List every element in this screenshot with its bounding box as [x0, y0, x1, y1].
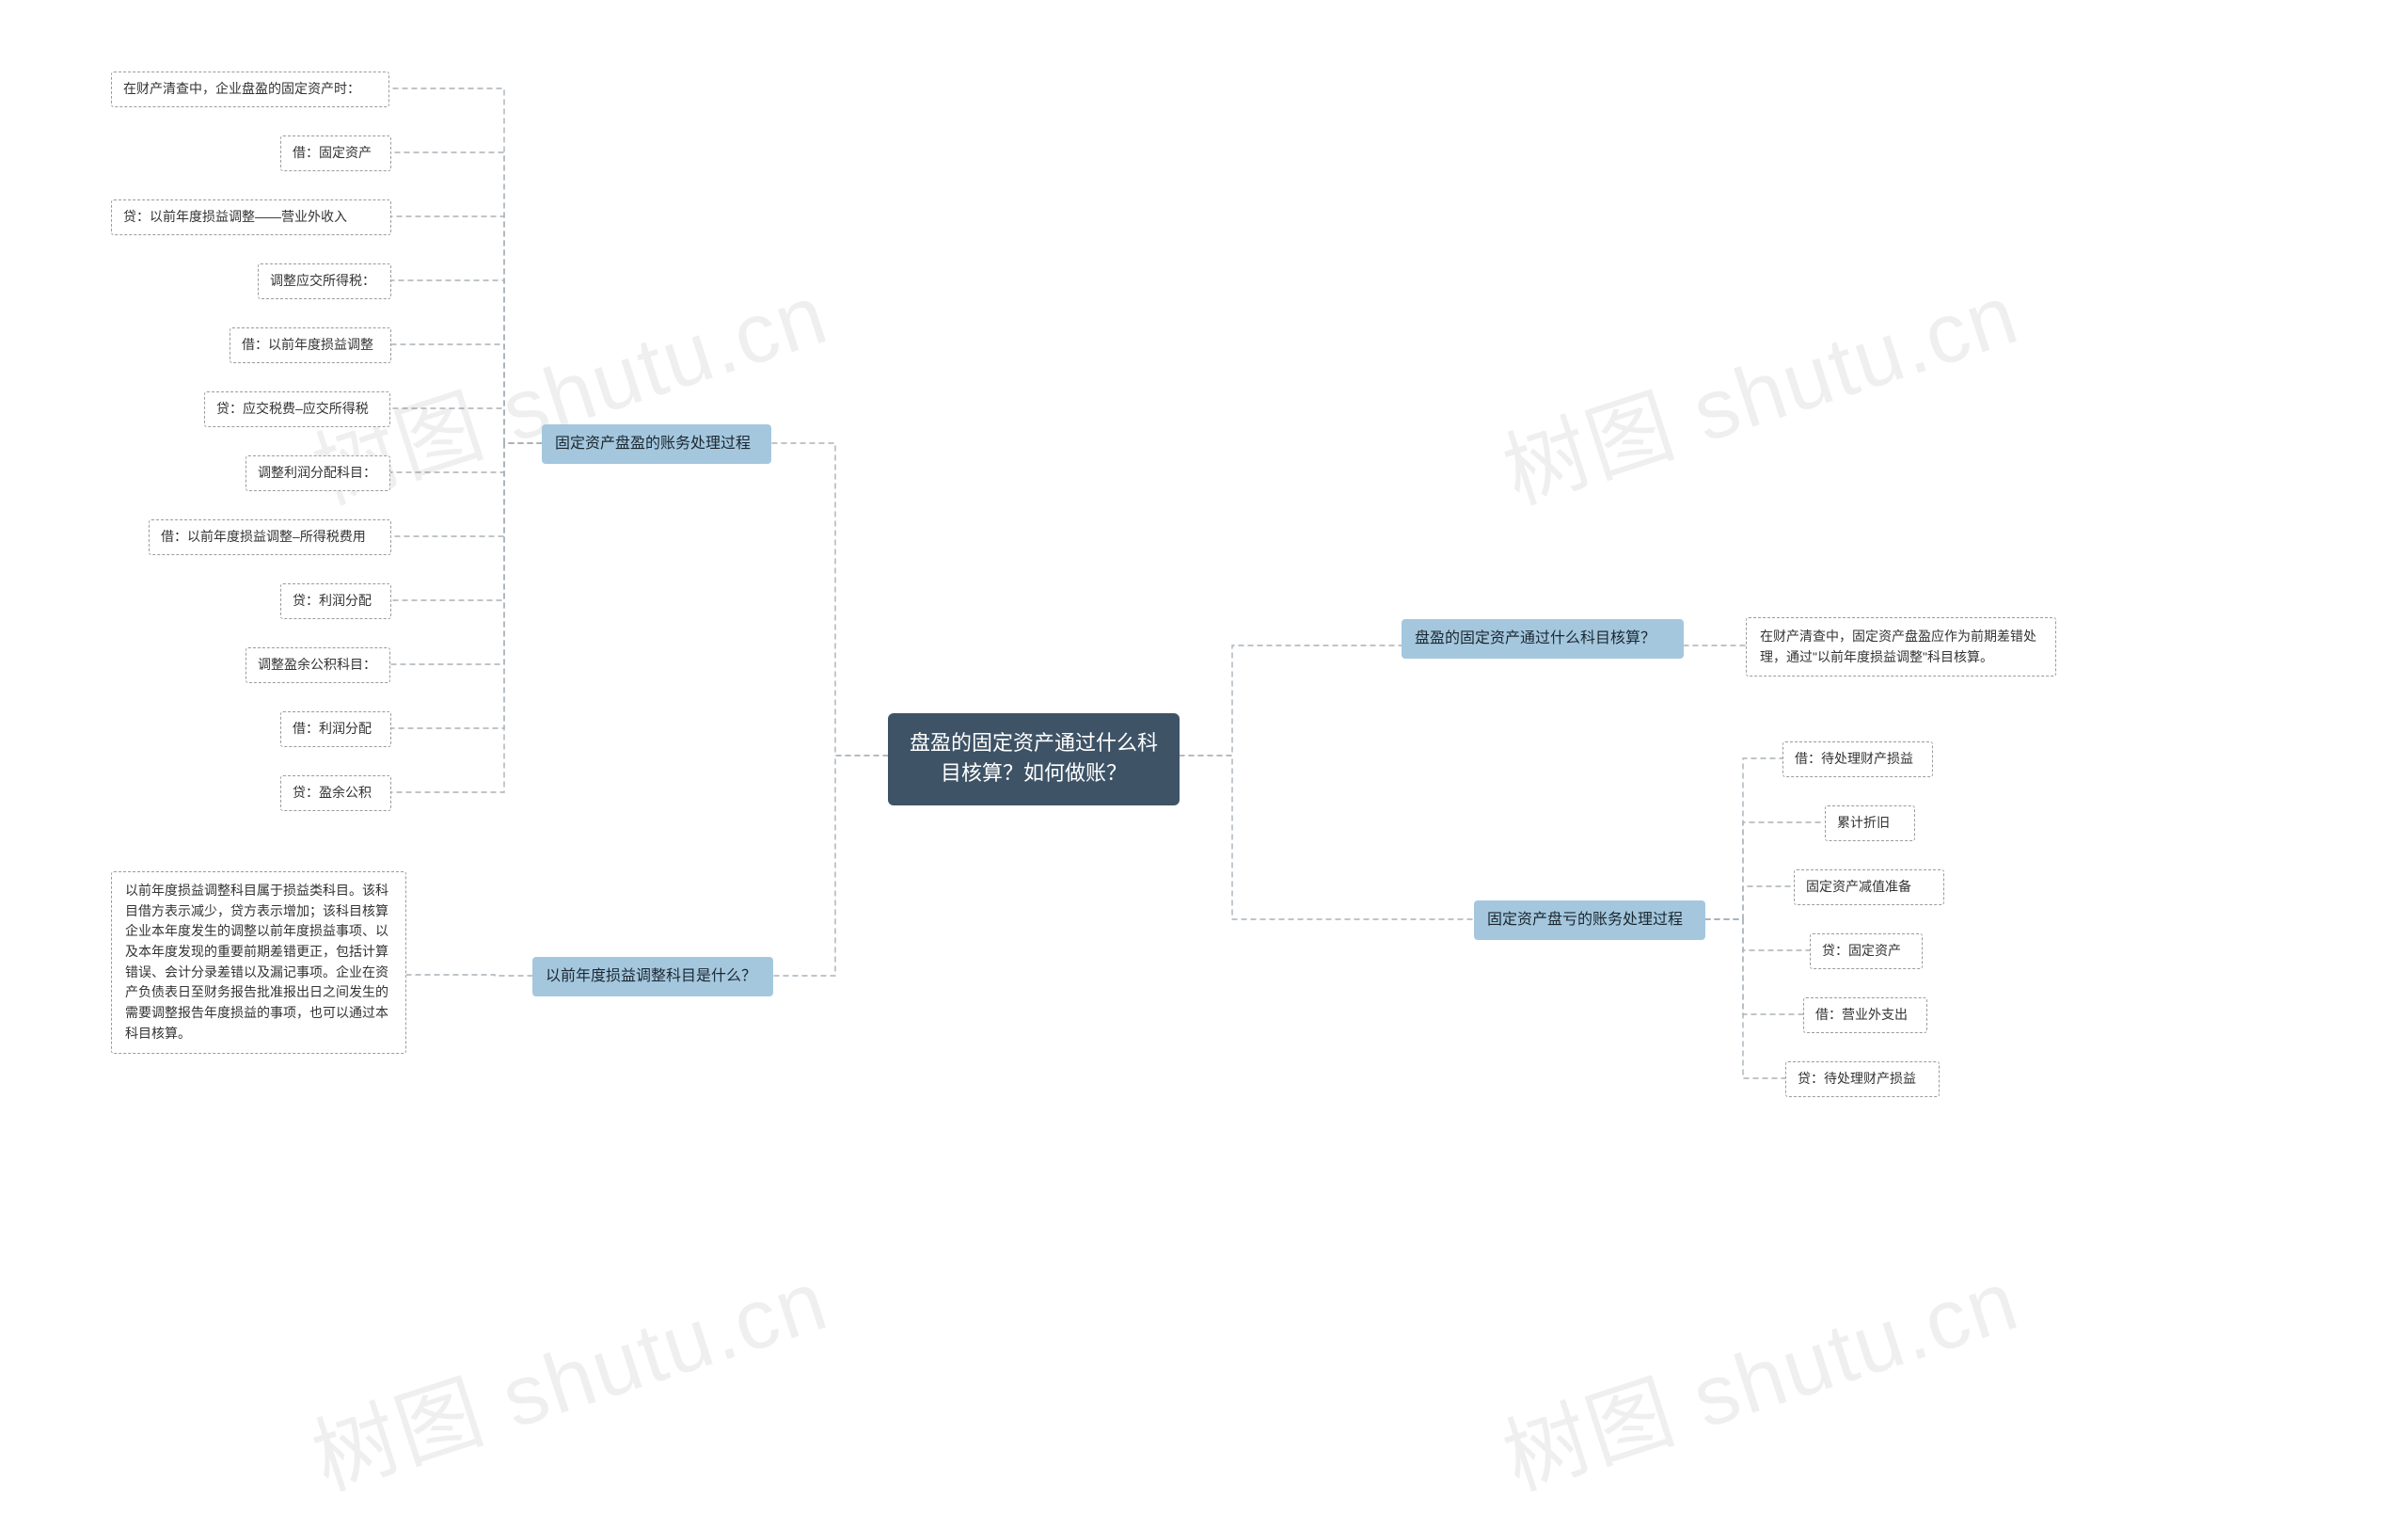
leaf-l1l6: 贷：应交税费–应交所得税 — [204, 391, 390, 427]
leaf-l2l1-text: 以前年度损益调整科目属于损益类科目。该科目借方表示减少，贷方表示增加；该科目核算… — [125, 883, 388, 1041]
leaf-l1l12-text: 贷：盈余公积 — [293, 785, 372, 800]
branch-r2: 固定资产盘亏的账务处理过程 — [1474, 900, 1705, 940]
leaf-l1l9: 贷：利润分配 — [280, 583, 391, 619]
branch-r2-text: 固定资产盘亏的账务处理过程 — [1487, 912, 1683, 928]
leaf-l1l7: 调整利润分配科目： — [246, 455, 390, 491]
watermark: 树图 shutu.cn — [1486, 1232, 2032, 1513]
leaf-r2l6-text: 贷：待处理财产损益 — [1798, 1071, 1916, 1086]
leaf-l1l4: 调整应交所得税： — [258, 263, 391, 299]
leaf-l1l11-text: 借：利润分配 — [293, 721, 372, 736]
leaf-r1l1: 在财产清查中，固定资产盘盈应作为前期差错处理，通过"以前年度损益调整"科目核算。 — [1746, 617, 2056, 677]
leaf-r2l2-text: 累计折旧 — [1837, 815, 1890, 830]
leaf-l1l10: 调整盈余公积科目： — [246, 647, 390, 683]
branch-l2-text: 以前年度损益调整科目是什么？ — [546, 968, 756, 984]
leaf-r2l6: 贷：待处理财产损益 — [1785, 1061, 1940, 1097]
leaf-l1l12: 贷：盈余公积 — [280, 775, 391, 811]
watermark: 树图 shutu.cn — [1486, 246, 2032, 527]
leaf-l1l9-text: 贷：利润分配 — [293, 593, 372, 608]
root-text: 盘盈的固定资产通过什么科目核算？如何做账？ — [910, 731, 1158, 785]
branch-r1: 盘盈的固定资产通过什么科目核算？ — [1402, 619, 1684, 659]
leaf-l1l4-text: 调整应交所得税： — [270, 273, 375, 288]
branch-l1-text: 固定资产盘盈的账务处理过程 — [555, 436, 751, 452]
leaf-r2l3-text: 固定资产减值准备 — [1806, 879, 1911, 894]
branch-l1: 固定资产盘盈的账务处理过程 — [542, 424, 771, 464]
leaf-l1l3: 贷：以前年度损益调整——营业外收入 — [111, 199, 391, 235]
leaf-l1l8-text: 借：以前年度损益调整–所得税费用 — [161, 529, 366, 544]
leaf-l1l5-text: 借：以前年度损益调整 — [242, 337, 373, 352]
leaf-r2l4-text: 贷：固定资产 — [1822, 943, 1901, 958]
leaf-l1l3-text: 贷：以前年度损益调整——营业外收入 — [123, 209, 347, 224]
leaf-r1l1-text: 在财产清查中，固定资产盘盈应作为前期差错处理，通过"以前年度损益调整"科目核算。 — [1760, 629, 2036, 664]
leaf-l1l11: 借：利润分配 — [280, 711, 391, 747]
leaf-l2l1: 以前年度损益调整科目属于损益类科目。该科目借方表示减少，贷方表示增加；该科目核算… — [111, 871, 406, 1054]
leaf-l1l6-text: 贷：应交税费–应交所得税 — [216, 401, 369, 416]
watermark: 树图 shutu.cn — [295, 1232, 841, 1513]
leaf-r2l2: 累计折旧 — [1825, 805, 1915, 841]
leaf-l1l2-text: 借：固定资产 — [293, 145, 372, 160]
leaf-l1l1: 在财产清查中，企业盘盈的固定资产时： — [111, 72, 389, 107]
branch-r1-text: 盘盈的固定资产通过什么科目核算？ — [1415, 630, 1656, 646]
leaf-r2l5: 借：营业外支出 — [1803, 997, 1927, 1033]
leaf-l1l10-text: 调整盈余公积科目： — [258, 657, 376, 672]
leaf-l1l7-text: 调整利润分配科目： — [258, 465, 376, 480]
leaf-r2l3: 固定资产减值准备 — [1794, 869, 1944, 905]
leaf-r2l1: 借：待处理财产损益 — [1782, 741, 1933, 777]
leaf-l1l5: 借：以前年度损益调整 — [230, 327, 391, 363]
leaf-l1l1-text: 在财产清查中，企业盘盈的固定资产时： — [123, 81, 360, 96]
root-node: 盘盈的固定资产通过什么科目核算？如何做账？ — [888, 713, 1180, 805]
leaf-r2l4: 贷：固定资产 — [1810, 933, 1923, 969]
branch-l2: 以前年度损益调整科目是什么？ — [532, 957, 773, 996]
leaf-l1l2: 借：固定资产 — [280, 135, 391, 171]
leaf-r2l5-text: 借：营业外支出 — [1815, 1007, 1908, 1022]
leaf-r2l1-text: 借：待处理财产损益 — [1795, 751, 1913, 766]
leaf-l1l8: 借：以前年度损益调整–所得税费用 — [149, 519, 391, 555]
